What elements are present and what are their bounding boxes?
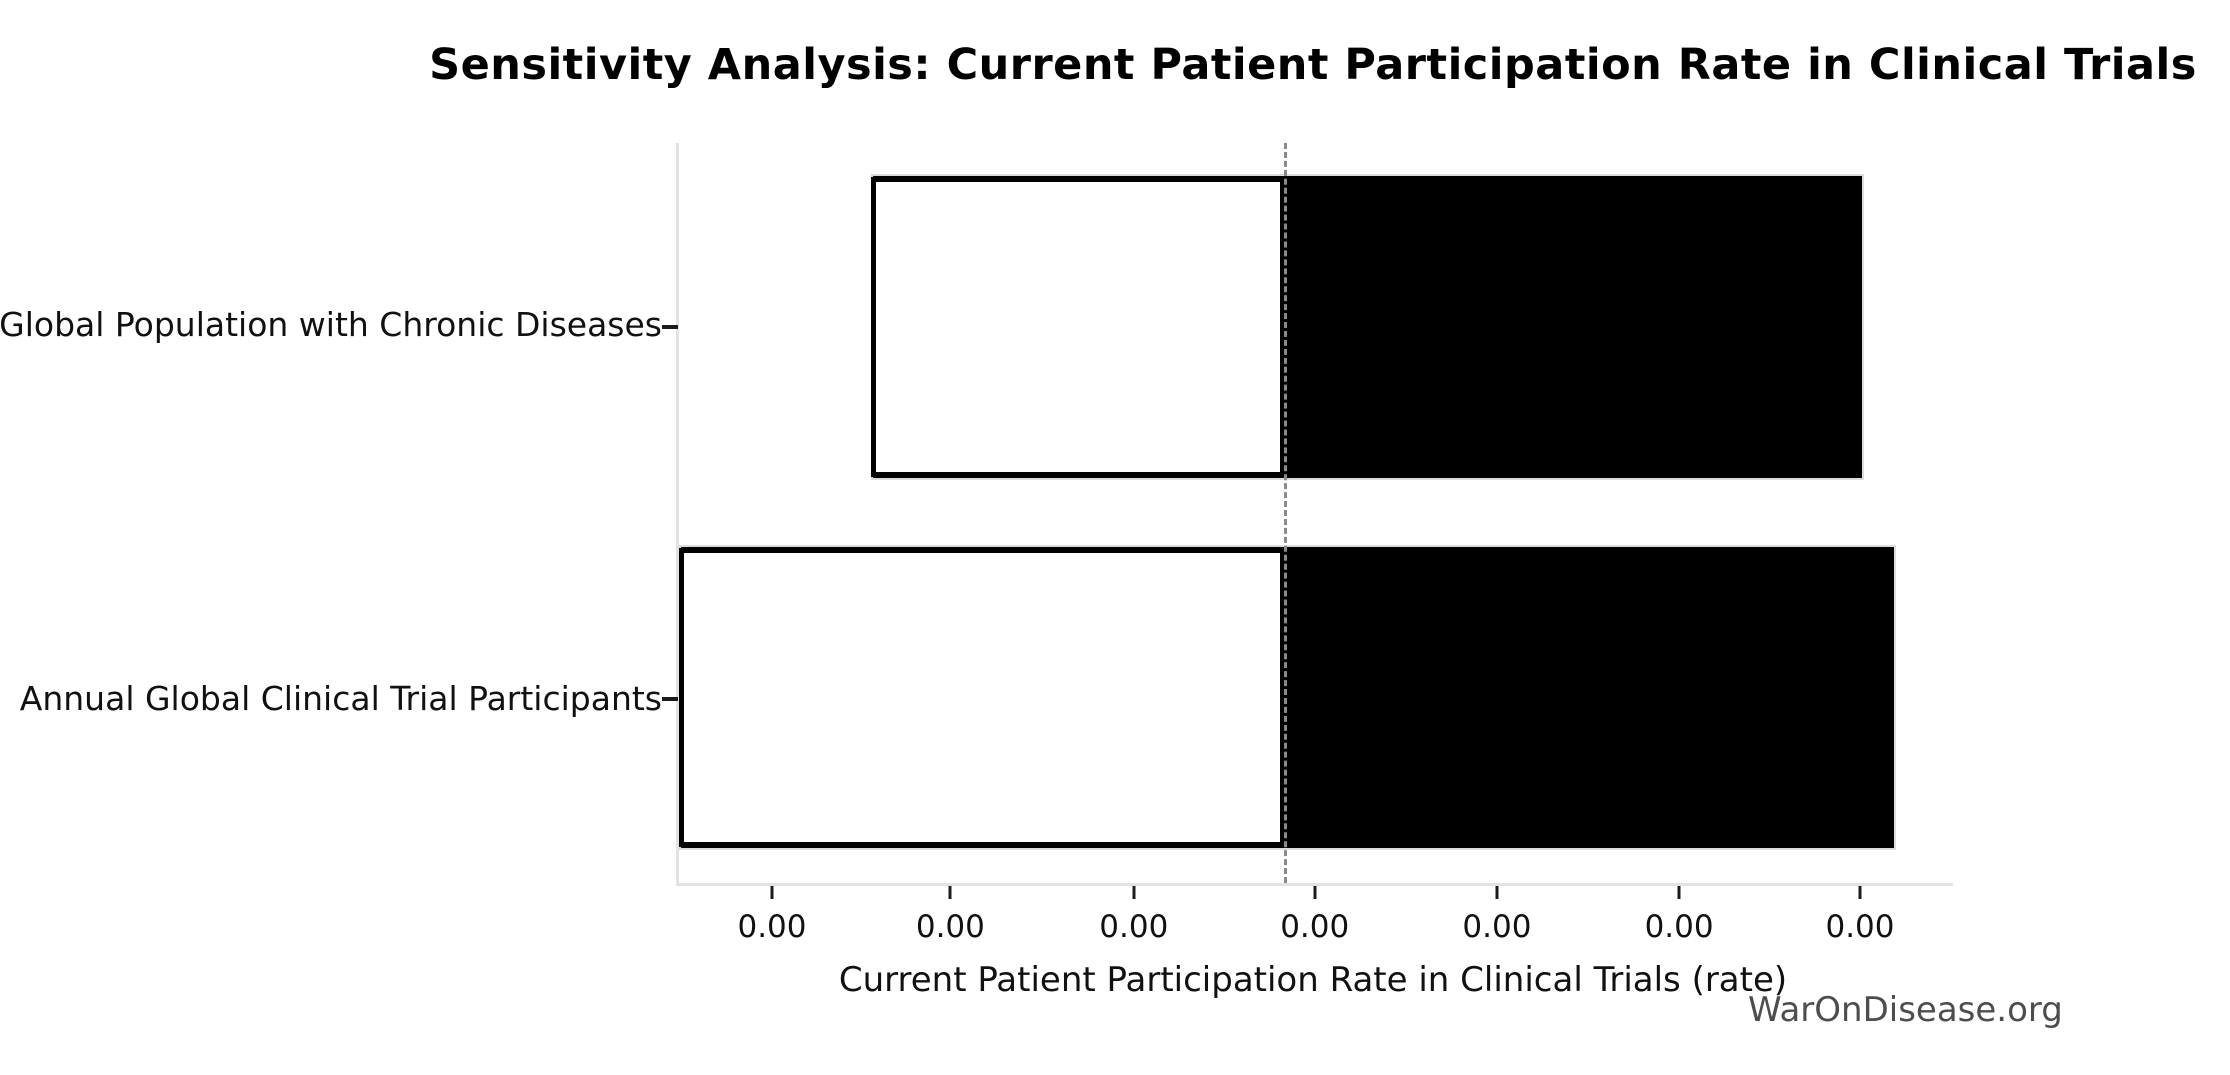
- x-tick-label: 0.00: [1280, 909, 1350, 945]
- x-tick-label: 0.00: [1462, 909, 1532, 945]
- plot-area: 0.00 0.00 0.00 0.00 0.00 0.00 0.00: [662, 143, 1953, 945]
- x-tick-mark: [1132, 886, 1136, 899]
- x-tick-mark: [948, 886, 952, 899]
- chart-title: Sensitivity Analysis: Current Patient Pa…: [429, 40, 2197, 90]
- tornado-bar-row-2: [679, 545, 1953, 850]
- y-axis-label-chronic-diseases: Global Population with Chronic Diseases: [0, 305, 662, 344]
- y-axis-label-trial-participants: Annual Global Clinical Trial Participant…: [19, 679, 662, 718]
- x-tick-label: 0.00: [1644, 909, 1714, 945]
- baseline-dashed-line: [1284, 143, 1288, 883]
- x-tick-label: 0.00: [1825, 909, 1895, 945]
- bar-low-segment-2: [679, 548, 1286, 847]
- x-tick-label: 0.00: [915, 909, 985, 945]
- x-tick-mark: [1495, 886, 1499, 899]
- tornado-bar-row-1: [679, 174, 1953, 480]
- x-tick-mark: [1858, 886, 1862, 899]
- y-tick-mark-1: [662, 325, 678, 329]
- y-tick-mark-2: [662, 697, 678, 701]
- x-axis-title: Current Patient Participation Rate in Cl…: [838, 960, 1788, 1000]
- x-tick-mark: [1313, 886, 1317, 899]
- watermark-text: WarOnDisease.org: [1748, 990, 2063, 1030]
- bar-low-segment-1: [871, 177, 1286, 477]
- x-tick-label: 0.00: [1099, 909, 1169, 945]
- x-tick-label: 0.00: [737, 909, 807, 945]
- x-tick-mark: [770, 886, 774, 899]
- x-tick-mark: [1677, 886, 1681, 899]
